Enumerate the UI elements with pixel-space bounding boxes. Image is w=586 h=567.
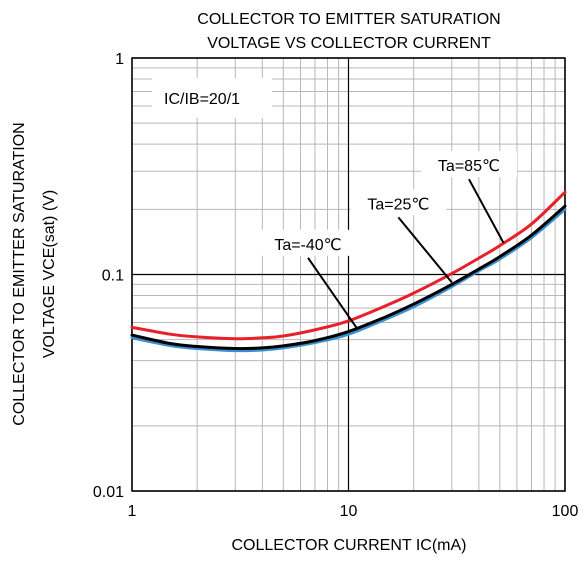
y-axis-label-group-2: VOLTAGE VCE(sat) (V) (41, 190, 58, 358)
annotation-background (350, 189, 447, 216)
annotation-label-1: Ta=25℃ (367, 196, 429, 213)
annotation-leader (468, 178, 505, 244)
x-axis-label: COLLECTOR CURRENT IC(mA) (232, 537, 467, 554)
condition-box-background (152, 78, 272, 118)
series-annotations: Ta=85℃ Ta=25℃ Ta=-40℃ (259, 151, 517, 330)
annotation-label-0: Ta=85℃ (438, 158, 500, 175)
y-axis-label-group: COLLECTOR TO EMITTER SATURATION (11, 122, 28, 425)
series-line-1 (130, 204, 567, 351)
grid (131, 57, 566, 492)
x-tick-label: 10 (340, 503, 358, 520)
y-tick-label: 0.1 (102, 268, 124, 285)
series-line-0 (130, 207, 567, 353)
x-tick-label: 1 (128, 503, 137, 520)
y-axis-label-line-2: VOLTAGE VCE(sat) (V) (41, 190, 58, 358)
annotation-background (259, 229, 356, 256)
series-lines (130, 190, 567, 353)
condition-label: IC/IB=20/1 (164, 91, 240, 108)
annotation-label-2: Ta=-40℃ (274, 237, 341, 254)
x-tick-label: 100 (552, 503, 579, 520)
chart-title-line-2: VOLTAGE VS COLLECTOR CURRENT (207, 35, 491, 52)
axis-ticks: 1 10 100 1 0.1 0.01 (93, 51, 579, 520)
series-line-2 (130, 190, 567, 341)
annotation-leader (307, 257, 359, 330)
y-tick-label: 1 (115, 51, 124, 68)
y-tick-label: 0.01 (93, 484, 124, 501)
annotation-background (420, 151, 517, 178)
chart-title-line-1: COLLECTOR TO EMITTER SATURATION (197, 11, 500, 28)
plot-frame (131, 57, 566, 492)
condition-box: IC/IB=20/1 (152, 78, 272, 118)
annotation-leader (397, 216, 453, 283)
y-axis-label-line-1: COLLECTOR TO EMITTER SATURATION (11, 122, 28, 425)
